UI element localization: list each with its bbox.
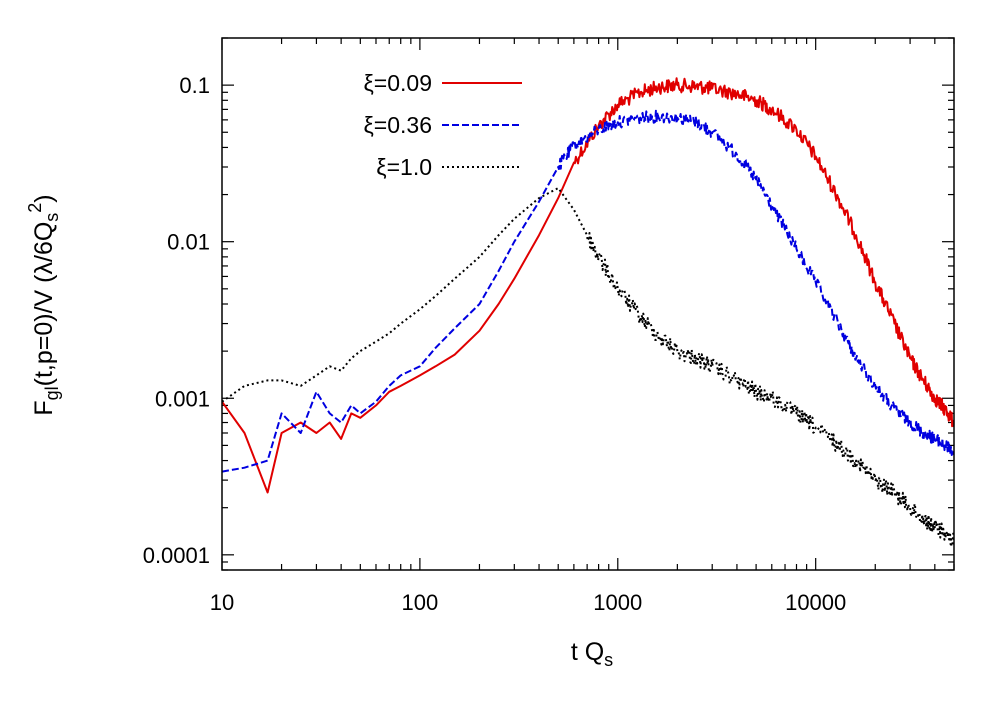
legend-label: ξ=0.09 (363, 70, 432, 96)
legend-value: =0.36 (374, 112, 432, 138)
legend: ξ=0.09ξ=0.36ξ=1.0 (363, 70, 522, 180)
y-axis-title-end: ) (30, 194, 58, 202)
x-tick-label: 10000 (785, 590, 846, 615)
x-axis-title-subscript: s (604, 650, 613, 670)
y-axis-title-sub2: s (42, 213, 62, 222)
legend-symbol: ξ (363, 112, 373, 138)
y-axis-title: Fgl(t,p=0)/V (λ/6Qs2) (25, 194, 62, 415)
y-axis-title-sub1: gl (42, 386, 62, 400)
x-axis-title: t Qs (571, 638, 613, 670)
y-axis-title-mid: (t,p=0)/V (λ/6Q (30, 222, 58, 387)
legend-label: ξ=1.0 (376, 154, 432, 180)
legend-symbol: ξ (363, 70, 373, 96)
y-tick-label: 0.1 (179, 73, 210, 98)
y-axis-title-sup2: 2 (25, 203, 45, 213)
series-line-1 (222, 109, 954, 473)
y-tick-label: 0.01 (167, 230, 210, 255)
y-tick-label: 0.0001 (143, 543, 210, 568)
series-layer (222, 77, 954, 547)
ticks-layer (221, 37, 955, 571)
y-tick-labels: 0.0001 0.001 0.01 0.1 (143, 73, 210, 568)
legend-value: =0.09 (374, 70, 432, 96)
plot-area (222, 38, 954, 570)
x-tick-label: 100 (402, 590, 439, 615)
x-tick-label: 10 (210, 590, 234, 615)
y-tick-label: 0.001 (155, 386, 210, 411)
y-axis-title-main: F (30, 400, 58, 415)
legend-label: ξ=0.36 (363, 112, 432, 138)
legend-symbol: ξ (376, 154, 386, 180)
x-tick-labels: 10 100 1000 10000 (210, 590, 847, 615)
series-line-0 (222, 77, 954, 494)
x-tick-label: 1000 (593, 590, 642, 615)
x-axis-title-main: t Q (571, 638, 604, 666)
series-line-2 (222, 187, 954, 547)
plot-frame (221, 37, 955, 571)
legend-value: =1.0 (387, 154, 432, 180)
